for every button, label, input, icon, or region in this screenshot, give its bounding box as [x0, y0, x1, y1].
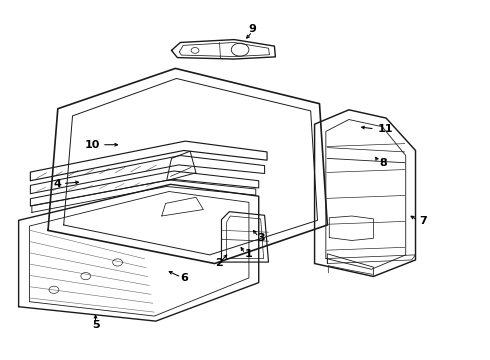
Text: 1: 1: [245, 249, 253, 259]
Text: 2: 2: [215, 258, 223, 268]
Text: 4: 4: [53, 179, 61, 189]
Text: 7: 7: [419, 216, 427, 226]
Text: 6: 6: [180, 273, 188, 283]
Text: 5: 5: [92, 320, 99, 330]
Text: 8: 8: [380, 158, 388, 168]
Text: 9: 9: [248, 24, 256, 34]
Text: 11: 11: [377, 124, 393, 134]
Text: 10: 10: [85, 140, 100, 150]
Text: 3: 3: [257, 233, 265, 243]
